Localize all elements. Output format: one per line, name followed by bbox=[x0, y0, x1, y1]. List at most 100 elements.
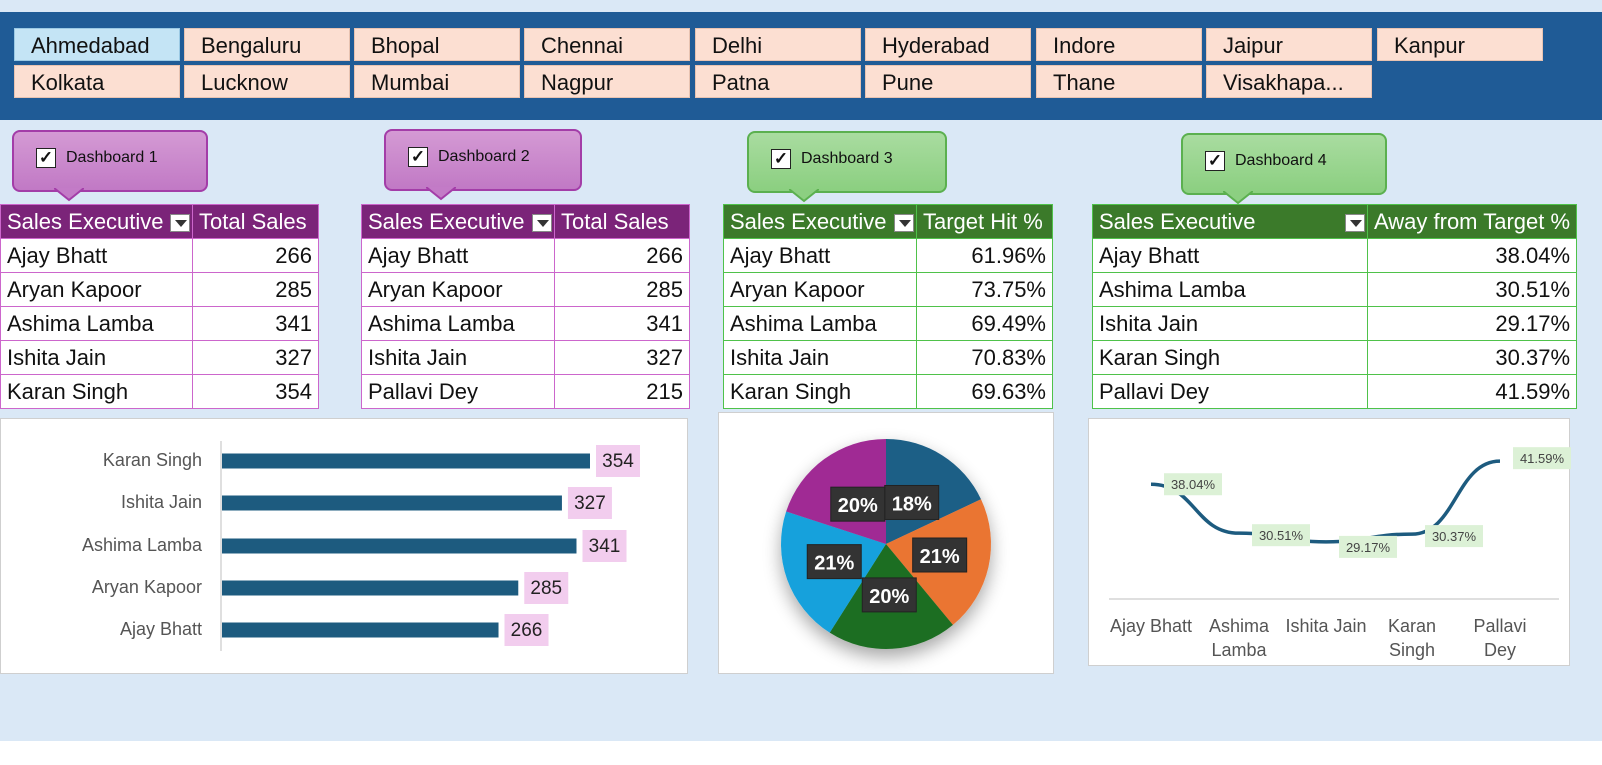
value-cell[interactable]: 266 bbox=[554, 238, 690, 273]
callout-pointer bbox=[54, 188, 84, 202]
value-cell[interactable]: 215 bbox=[554, 374, 690, 409]
slicer-item-pune[interactable]: Pune bbox=[865, 65, 1031, 98]
sales-executive-cell[interactable]: Ajay Bhatt bbox=[723, 238, 917, 273]
bar bbox=[222, 538, 577, 554]
value-cell[interactable]: 30.37% bbox=[1366, 340, 1578, 375]
value-cell[interactable]: 285 bbox=[554, 272, 690, 307]
value-cell[interactable]: 69.49% bbox=[916, 306, 1053, 341]
bar bbox=[222, 622, 499, 638]
sales-executive-cell[interactable]: Ajay Bhatt bbox=[0, 238, 193, 273]
column-header-label: Sales Executive bbox=[1099, 208, 1256, 234]
value-cell[interactable]: 41.59% bbox=[1366, 374, 1578, 409]
slicer-item-lucknow[interactable]: Lucknow bbox=[184, 65, 350, 98]
line-data-label-bg bbox=[1339, 535, 1397, 558]
sales-executive-cell[interactable]: Pallavi Dey bbox=[1092, 374, 1368, 409]
value-cell[interactable]: 285 bbox=[192, 272, 319, 307]
filter-dropdown-icon[interactable] bbox=[170, 214, 190, 232]
filter-dropdown-icon[interactable] bbox=[894, 214, 914, 232]
bar-data-label: 266 bbox=[511, 620, 543, 641]
sales-executive-cell[interactable]: Aryan Kapoor bbox=[723, 272, 917, 307]
value-cell[interactable]: 341 bbox=[192, 306, 319, 341]
value-cell[interactable]: 38.04% bbox=[1366, 238, 1578, 273]
sales-executive-cell[interactable]: Ajay Bhatt bbox=[361, 238, 555, 273]
value-cell[interactable]: 341 bbox=[554, 306, 690, 341]
slicer-item-jaipur[interactable]: Jaipur bbox=[1206, 28, 1372, 61]
line-category-label: Singh bbox=[1389, 640, 1435, 660]
sales-executive-cell[interactable]: Ishita Jain bbox=[723, 340, 917, 375]
value-cell[interactable]: 266 bbox=[192, 238, 319, 273]
line-category-label: Dey bbox=[1484, 640, 1516, 660]
table-row: Ashima Lamba 30.51% bbox=[1092, 272, 1578, 307]
filter-dropdown-icon[interactable] bbox=[1345, 214, 1365, 232]
slicer-item-ahmedabad[interactable]: Ahmedabad bbox=[14, 28, 180, 61]
value-cell[interactable]: 354 bbox=[192, 374, 319, 409]
pivot-table-1: Sales Executive Total Sales Ajay Bhatt 266 A… bbox=[0, 204, 319, 409]
slicer-item-hyderabad[interactable]: Hyderabad bbox=[865, 28, 1031, 61]
value-cell[interactable]: 327 bbox=[192, 340, 319, 375]
slicer-item-indore[interactable]: Indore bbox=[1036, 28, 1202, 61]
sales-executive-cell[interactable]: Ashima Lamba bbox=[0, 306, 193, 341]
bar-category-label: Ajay Bhatt bbox=[120, 619, 202, 639]
slicer-item-visakhapa[interactable]: Visakhapa... bbox=[1206, 65, 1372, 98]
column-header-sales-executive: Sales Executive bbox=[1092, 204, 1368, 239]
dashboard-3-callout: ✓ Dashboard 3 bbox=[747, 131, 947, 203]
dashboard-2-checkbox[interactable]: ✓ bbox=[408, 147, 428, 167]
slicer-item-kanpur[interactable]: Kanpur bbox=[1377, 28, 1543, 61]
sales-executive-cell[interactable]: Karan Singh bbox=[723, 374, 917, 409]
pie-data-label: 18% bbox=[892, 493, 932, 515]
line-data-label: 30.51% bbox=[1259, 528, 1304, 543]
slicer-item-kolkata[interactable]: Kolkata bbox=[14, 65, 180, 98]
value-cell[interactable]: 70.83% bbox=[916, 340, 1053, 375]
column-header-sales-executive: Sales Executive bbox=[0, 204, 193, 239]
sales-executive-cell[interactable]: Aryan Kapoor bbox=[0, 272, 193, 307]
column-header-sales-executive: Sales Executive bbox=[361, 204, 555, 239]
sales-executive-cell[interactable]: Pallavi Dey bbox=[361, 374, 555, 409]
slicer-item-delhi[interactable]: Delhi bbox=[695, 28, 861, 61]
value-cell[interactable]: 69.63% bbox=[916, 374, 1053, 409]
sales-executive-cell[interactable]: Ishita Jain bbox=[0, 340, 193, 375]
value-cell[interactable]: 73.75% bbox=[916, 272, 1053, 307]
sales-executive-cell[interactable]: Karan Singh bbox=[0, 374, 193, 409]
bar-data-label-bg bbox=[524, 572, 569, 604]
sales-executive-cell[interactable]: Ishita Jain bbox=[361, 340, 555, 375]
filter-dropdown-icon[interactable] bbox=[532, 214, 552, 232]
sales-executive-cell[interactable]: Ashima Lamba bbox=[361, 306, 555, 341]
sales-executive-cell[interactable]: Karan Singh bbox=[1092, 340, 1368, 375]
dashboard-3-checkbox[interactable]: ✓ bbox=[771, 149, 791, 169]
bar-data-label: 354 bbox=[602, 451, 634, 472]
bar-data-label-bg bbox=[504, 614, 549, 646]
city-slicer: Ahmedabad Bengaluru Bhopal Chennai Delhi Hyde… bbox=[0, 12, 1602, 120]
line-data-label-bg bbox=[1425, 525, 1483, 548]
sales-executive-cell[interactable]: Ajay Bhatt bbox=[1092, 238, 1368, 273]
value-cell[interactable]: 30.51% bbox=[1366, 272, 1578, 307]
sales-executive-cell[interactable]: Aryan Kapoor bbox=[361, 272, 555, 307]
dashboard-2-label: Dashboard 2 bbox=[438, 148, 530, 165]
dashboard-1-callout: ✓ Dashboard 1 bbox=[12, 130, 208, 202]
dashboard-4-checkbox[interactable]: ✓ bbox=[1205, 151, 1225, 171]
table-row: Ishita Jain 70.83% bbox=[723, 340, 1053, 375]
slicer-item-bengaluru[interactable]: Bengaluru bbox=[184, 28, 350, 61]
table-row: Ishita Jain 29.17% bbox=[1092, 306, 1578, 341]
dashboard-1-checkbox[interactable]: ✓ bbox=[36, 148, 56, 168]
slicer-item-nagpur[interactable]: Nagpur bbox=[524, 65, 690, 98]
bar-data-label: 341 bbox=[589, 536, 621, 557]
bar bbox=[222, 453, 590, 469]
value-cell[interactable]: 61.96% bbox=[916, 238, 1053, 273]
sales-executive-cell[interactable]: Ishita Jain bbox=[1092, 306, 1368, 341]
slicer-item-patna[interactable]: Patna bbox=[695, 65, 861, 98]
column-header-value: Total Sales bbox=[554, 204, 690, 239]
value-cell[interactable]: 327 bbox=[554, 340, 690, 375]
table-row: Ajay Bhatt 266 bbox=[0, 238, 319, 273]
slicer-item-mumbai[interactable]: Mumbai bbox=[354, 65, 520, 98]
line-chart: 38.04% 30.51% 29.17% 30.37% 41.59% Ajay Bhatt… bbox=[1088, 418, 1571, 666]
slicer-item-chennai[interactable]: Chennai bbox=[524, 28, 690, 61]
table-row: Ashima Lamba 69.49% bbox=[723, 306, 1053, 341]
table-row: Aryan Kapoor 285 bbox=[361, 272, 690, 307]
sales-executive-cell[interactable]: Ashima Lamba bbox=[1092, 272, 1368, 307]
line-category-label: Pallavi bbox=[1473, 616, 1526, 636]
table-row: Ajay Bhatt 61.96% bbox=[723, 238, 1053, 273]
slicer-item-thane[interactable]: Thane bbox=[1036, 65, 1202, 98]
slicer-item-bhopal[interactable]: Bhopal bbox=[354, 28, 520, 61]
value-cell[interactable]: 29.17% bbox=[1366, 306, 1578, 341]
sales-executive-cell[interactable]: Ashima Lamba bbox=[723, 306, 917, 341]
